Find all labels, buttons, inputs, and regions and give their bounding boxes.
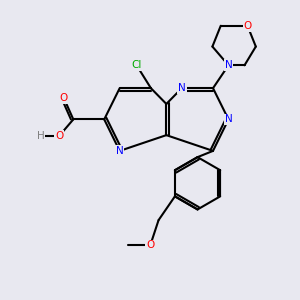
Text: H: H (37, 131, 44, 141)
Text: Cl: Cl (131, 60, 142, 70)
Text: N: N (225, 114, 232, 124)
Text: O: O (55, 131, 64, 141)
Text: O: O (243, 21, 252, 31)
Text: N: N (225, 60, 232, 70)
Text: N: N (178, 83, 186, 93)
Text: O: O (146, 240, 154, 250)
Text: N: N (116, 146, 124, 156)
Text: O: O (60, 93, 68, 103)
